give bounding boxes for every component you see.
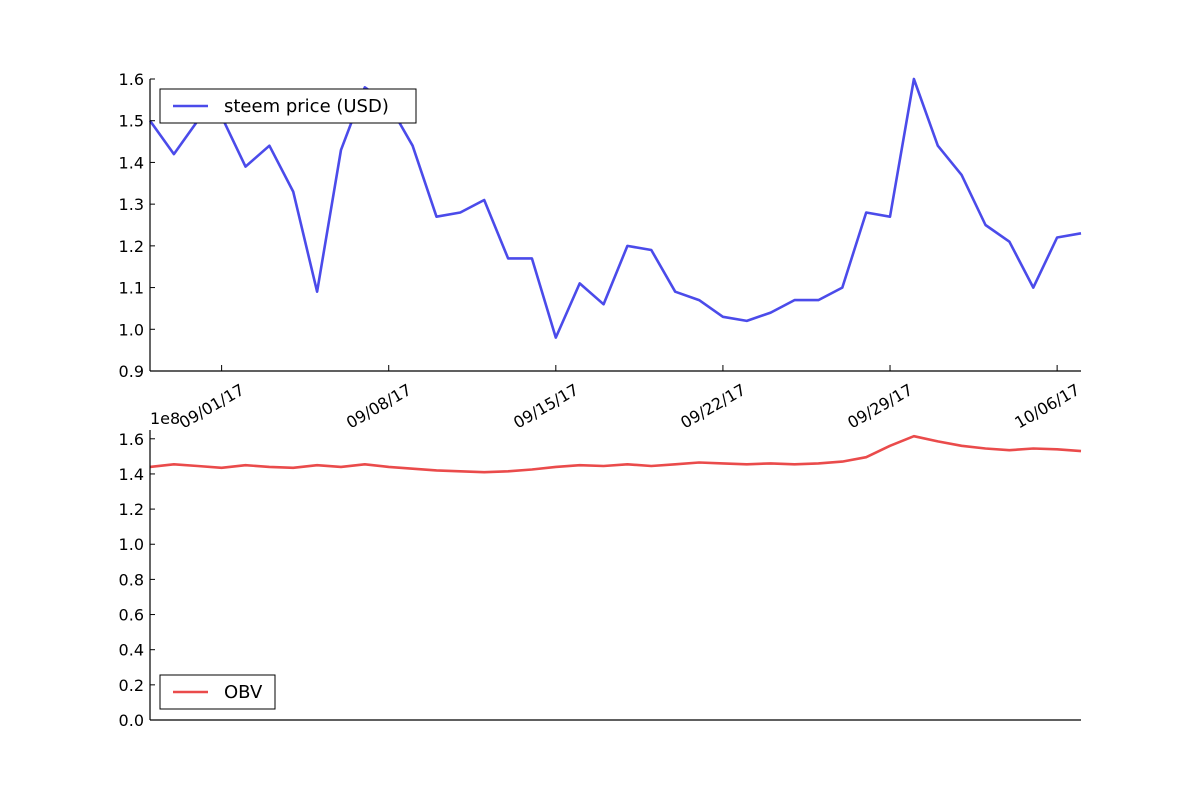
price-legend-label: steem price (USD)	[224, 96, 389, 117]
price-y-tick-label: 1.4	[119, 153, 144, 172]
price-legend: steem price (USD)	[159, 88, 417, 124]
price-x-tick-label: 09/29/17	[844, 380, 916, 432]
obv-series-line	[149, 434, 1082, 474]
obv-y-tick-label: 0.6	[119, 606, 144, 625]
obv-legend-label: OBV	[224, 682, 263, 703]
price-y-tick-label: 1.3	[119, 195, 144, 214]
price-series-line	[148, 77, 1082, 339]
obv-y-tick-label: 0.8	[119, 570, 144, 589]
price-plot: 0.9 1.0 1.1 1.2 1.3 1.4 1.5 1.6 09/01/17 09/08/17…	[119, 70, 1084, 432]
obv-y-tick-label: 0.4	[119, 641, 144, 660]
price-y-tick-label: 1.1	[119, 279, 144, 298]
obv-y-tick-label: 0.0	[119, 711, 144, 730]
price-y-tick-label: 1.6	[119, 70, 144, 89]
price-x-tick-label: 10/06/17	[1011, 380, 1083, 432]
obv-y-tick-label: 1.6	[119, 430, 144, 449]
price-y-tick-label: 1.0	[119, 320, 144, 339]
price-y-tick-label: 1.2	[119, 237, 144, 256]
obv-y-tick-label: 1.4	[119, 465, 144, 484]
obv-y-scale-label: 1e8	[150, 409, 180, 428]
obv-y-tick-label: 0.2	[119, 676, 144, 695]
price-y-tick-label: 0.9	[119, 362, 144, 381]
obv-y-tick-label: 1.0	[119, 535, 144, 554]
obv-plot: 0.0 0.2 0.4 0.6 0.8 1.0 1.2 1.4 1.6 1e8 OBV	[119, 409, 1082, 730]
obv-y-tick-label: 1.2	[119, 500, 144, 519]
price-y-tick-label: 1.5	[119, 112, 144, 131]
obv-legend: OBV	[159, 674, 276, 710]
price-x-tick-label: 09/08/17	[343, 380, 415, 432]
price-x-tick-label: 09/01/17	[176, 380, 248, 432]
price-x-tick-label: 09/22/17	[677, 380, 749, 432]
price-x-tick-label: 09/15/17	[510, 380, 582, 432]
